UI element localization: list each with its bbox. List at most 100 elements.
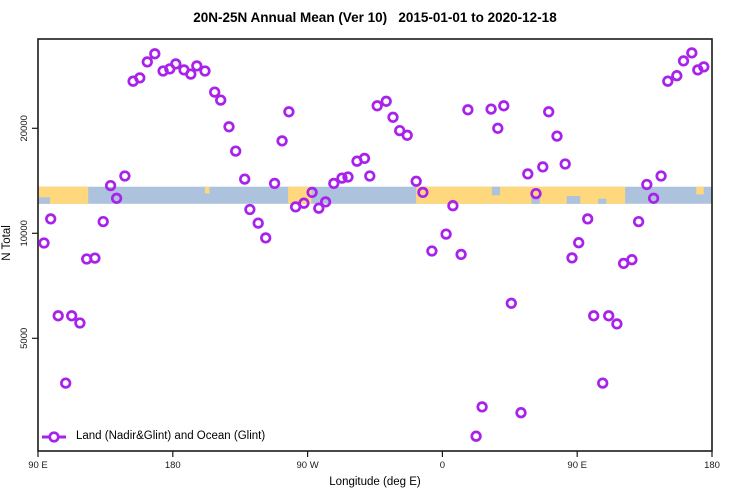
data-point bbox=[319, 196, 332, 208]
y-tick-label: 5000 bbox=[19, 328, 30, 349]
map-band-land-segment bbox=[205, 186, 210, 194]
map-band-ocean-segment bbox=[531, 196, 540, 204]
data-point bbox=[551, 130, 563, 142]
data-point bbox=[505, 297, 517, 309]
data-point bbox=[60, 377, 72, 389]
data-point bbox=[655, 170, 667, 182]
map-band-ocean-segment bbox=[598, 198, 607, 204]
y-tick-label: 10000 bbox=[19, 220, 30, 246]
data-point bbox=[66, 310, 78, 322]
data-point bbox=[566, 252, 578, 264]
data-point bbox=[110, 192, 123, 204]
data-point bbox=[191, 60, 203, 72]
data-point bbox=[141, 56, 153, 68]
data-point bbox=[328, 177, 340, 190]
data-point bbox=[336, 172, 348, 184]
data-point bbox=[530, 187, 542, 200]
data-point bbox=[462, 104, 474, 116]
data-point bbox=[364, 170, 376, 182]
data-point bbox=[537, 161, 549, 173]
data-point bbox=[313, 202, 325, 214]
data-point bbox=[380, 95, 392, 107]
x-tick-label: 90 E bbox=[567, 460, 587, 471]
data-point bbox=[559, 158, 571, 170]
data-point bbox=[371, 100, 383, 112]
data-point bbox=[276, 135, 288, 147]
data-point bbox=[582, 213, 594, 225]
data-point bbox=[268, 177, 281, 190]
data-point bbox=[417, 186, 429, 199]
x-tick-label: 0 bbox=[440, 460, 445, 471]
data-point bbox=[38, 237, 50, 249]
data-point bbox=[677, 55, 690, 67]
data-point bbox=[119, 170, 131, 182]
data-point bbox=[573, 237, 585, 249]
data-point bbox=[626, 254, 638, 266]
data-point bbox=[74, 317, 86, 329]
data-point bbox=[89, 252, 101, 264]
data-point bbox=[223, 121, 235, 133]
data-point bbox=[410, 175, 422, 187]
data-point bbox=[283, 106, 295, 118]
data-point bbox=[97, 215, 109, 228]
data-point bbox=[597, 377, 609, 389]
data-point bbox=[515, 407, 527, 419]
data-point bbox=[394, 124, 406, 137]
data-point bbox=[239, 173, 251, 185]
data-point bbox=[522, 168, 534, 180]
legend-marker-icon bbox=[48, 431, 60, 443]
y-tick-label: 20000 bbox=[19, 115, 30, 141]
data-point bbox=[662, 75, 674, 87]
map-band-land-segment bbox=[696, 186, 704, 195]
x-tick-label: 180 bbox=[165, 460, 181, 471]
data-point bbox=[134, 72, 146, 84]
map-band-ocean-segment bbox=[38, 197, 50, 204]
data-point bbox=[104, 179, 117, 192]
x-axis-label: Longitude (deg E) bbox=[329, 476, 421, 488]
data-point bbox=[185, 68, 197, 80]
map-band-land-segment bbox=[416, 186, 626, 204]
data-point bbox=[603, 310, 615, 322]
map-band-land-segment bbox=[38, 186, 89, 204]
map-band-ocean-segment bbox=[566, 196, 581, 204]
data-point bbox=[476, 401, 488, 413]
data-point bbox=[492, 122, 504, 134]
chart-title: 20N-25N Annual Mean (Ver 10) 2015-01-01 … bbox=[193, 10, 557, 25]
data-point bbox=[252, 217, 264, 229]
data-point bbox=[149, 48, 161, 60]
data-point bbox=[45, 213, 57, 225]
data-point bbox=[498, 100, 510, 112]
data-point bbox=[306, 186, 318, 199]
data-point bbox=[342, 171, 354, 183]
data-point bbox=[641, 178, 653, 191]
data-point bbox=[455, 248, 467, 261]
map-band-ocean-segment bbox=[491, 186, 501, 196]
data-point bbox=[209, 86, 221, 98]
plot-frame bbox=[37, 38, 713, 452]
legend-label: Land (Nadir&Glint) and Ocean (Glint) bbox=[76, 430, 266, 442]
data-point bbox=[260, 232, 272, 244]
data-point bbox=[632, 215, 645, 228]
data-point bbox=[199, 65, 211, 77]
data-point bbox=[426, 245, 438, 257]
data-point bbox=[698, 61, 710, 73]
data-point bbox=[588, 310, 600, 322]
data-point bbox=[543, 106, 555, 118]
data-point bbox=[611, 318, 623, 330]
data-point bbox=[686, 47, 698, 59]
data-point bbox=[440, 228, 452, 240]
data-point bbox=[298, 197, 310, 209]
data-point bbox=[470, 430, 482, 442]
data-point bbox=[170, 58, 182, 70]
x-tick-label: 180 bbox=[704, 460, 720, 471]
data-point bbox=[447, 200, 459, 212]
data-point bbox=[387, 111, 399, 123]
x-tick-label: 90 E bbox=[28, 460, 48, 471]
data-point bbox=[358, 152, 371, 165]
data-point bbox=[671, 70, 683, 82]
data-point bbox=[52, 310, 64, 322]
data-point bbox=[244, 203, 256, 216]
x-tick-label: 90 W bbox=[297, 460, 319, 471]
